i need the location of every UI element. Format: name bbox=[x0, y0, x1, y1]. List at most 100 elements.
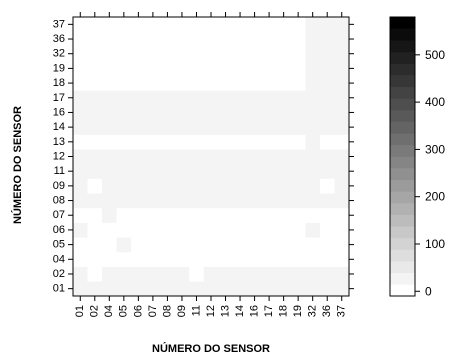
heatmap-cell bbox=[203, 105, 219, 121]
heatmap-cell bbox=[203, 251, 219, 267]
heatmap-cell bbox=[334, 149, 350, 165]
colorbar-tick-label: 100 bbox=[425, 237, 445, 251]
heatmap-cell bbox=[160, 207, 175, 223]
heatmap-cell bbox=[73, 119, 88, 135]
heatmap-cell bbox=[218, 207, 234, 223]
colorbar-step bbox=[390, 17, 415, 29]
heatmap-cell bbox=[247, 207, 263, 223]
heatmap-cell bbox=[102, 134, 117, 150]
heatmap-cell bbox=[174, 281, 190, 297]
heatmap-cell bbox=[261, 163, 277, 179]
heatmap-cell bbox=[174, 251, 190, 267]
colorbar-step bbox=[390, 179, 415, 192]
heatmap-cell bbox=[319, 222, 335, 238]
heatmap-cell bbox=[73, 266, 88, 282]
heatmap-cell bbox=[232, 17, 248, 32]
heatmap-cell bbox=[276, 17, 292, 32]
heatmap-cell bbox=[145, 46, 161, 62]
heatmap-cell bbox=[145, 61, 161, 77]
heatmap-cell bbox=[102, 105, 117, 121]
heatmap-cell bbox=[218, 222, 234, 238]
heatmap-cell bbox=[290, 61, 306, 77]
heatmap-cell bbox=[305, 90, 321, 106]
heatmap-cell bbox=[87, 17, 103, 32]
heatmap-cell bbox=[276, 281, 292, 297]
heatmap-cell bbox=[73, 251, 88, 267]
heatmap-cell bbox=[305, 31, 321, 47]
heatmap-cell bbox=[290, 281, 306, 297]
heatmap-cell bbox=[276, 119, 292, 135]
heatmap-cell bbox=[102, 149, 117, 165]
heatmap-cell bbox=[261, 237, 277, 253]
heatmap-cell bbox=[116, 281, 132, 297]
colorbar-step bbox=[390, 249, 415, 262]
colorbar-step bbox=[390, 261, 415, 274]
heatmap-cell bbox=[189, 237, 205, 253]
heatmap-cell bbox=[290, 178, 306, 194]
y-tick-label: 11 bbox=[54, 165, 65, 177]
heatmap-cell bbox=[145, 281, 161, 297]
heatmap-cell bbox=[319, 193, 335, 209]
heatmap-cell bbox=[160, 17, 175, 32]
colorbar-tick-label: 400 bbox=[425, 95, 445, 109]
heatmap-cell bbox=[218, 193, 234, 209]
heatmap-cell bbox=[305, 178, 321, 194]
heatmap-cell bbox=[261, 149, 277, 165]
heatmap-cell bbox=[276, 31, 292, 47]
y-tick-label: 12 bbox=[53, 151, 65, 163]
heatmap-cell bbox=[232, 119, 248, 135]
heatmap-cell bbox=[189, 193, 205, 209]
x-tick-label: 16 bbox=[248, 305, 260, 317]
heatmap-cell bbox=[276, 193, 292, 209]
heatmap-cell bbox=[189, 134, 205, 150]
heatmap-cell bbox=[319, 75, 335, 91]
heatmap-cell bbox=[87, 237, 103, 253]
heatmap-cell bbox=[87, 251, 103, 267]
colorbar-step bbox=[390, 284, 415, 297]
heatmap-cell bbox=[232, 90, 248, 106]
heatmap-cell bbox=[174, 163, 190, 179]
heatmap-cell bbox=[334, 178, 350, 194]
heatmap-cell bbox=[131, 281, 146, 297]
heatmap-cell bbox=[145, 222, 161, 238]
x-tick-label: 19 bbox=[292, 305, 304, 317]
heatmap-cell bbox=[87, 119, 103, 135]
heatmap-cell bbox=[305, 134, 321, 150]
heatmap-cell bbox=[160, 193, 175, 209]
heatmap-cell bbox=[73, 149, 88, 165]
heatmap-cell bbox=[218, 178, 234, 194]
heatmap-cell bbox=[131, 46, 146, 62]
heatmap-cell bbox=[334, 207, 350, 223]
heatmap-cell bbox=[319, 17, 335, 32]
heatmap-cell bbox=[87, 281, 103, 297]
y-tick-label: 08 bbox=[53, 195, 65, 207]
heatmap-cell bbox=[189, 46, 205, 62]
heatmap-cell bbox=[319, 149, 335, 165]
heatmap-cell bbox=[160, 75, 175, 91]
y-tick-label: 05 bbox=[53, 239, 65, 251]
heatmap-cell bbox=[203, 237, 219, 253]
heatmap-cell bbox=[305, 266, 321, 282]
heatmap-cell bbox=[218, 75, 234, 91]
heatmap-cell bbox=[232, 75, 248, 91]
heatmap-cell bbox=[261, 251, 277, 267]
heatmap-cell bbox=[160, 222, 175, 238]
colorbar-step bbox=[390, 237, 415, 250]
x-axis-label: NÚMERO DO SENSOR bbox=[152, 342, 270, 355]
heatmap-cell bbox=[174, 149, 190, 165]
colorbar-step bbox=[390, 75, 415, 88]
heatmap-cell bbox=[73, 31, 88, 47]
colorbar-step bbox=[390, 214, 415, 227]
heatmap-cell bbox=[203, 61, 219, 77]
heatmap-cell bbox=[189, 105, 205, 121]
heatmap-cell bbox=[174, 193, 190, 209]
colorbar-step bbox=[390, 121, 415, 134]
heatmap-cell bbox=[102, 222, 117, 238]
heatmap-cell bbox=[261, 134, 277, 150]
heatmap-cell bbox=[261, 46, 277, 62]
heatmap-cell bbox=[276, 207, 292, 223]
heatmap-cell bbox=[319, 46, 335, 62]
heatmap-cell bbox=[87, 134, 103, 150]
y-axis-label: NÚMERO DO SENSOR bbox=[11, 106, 24, 224]
heatmap-cell bbox=[334, 222, 350, 238]
